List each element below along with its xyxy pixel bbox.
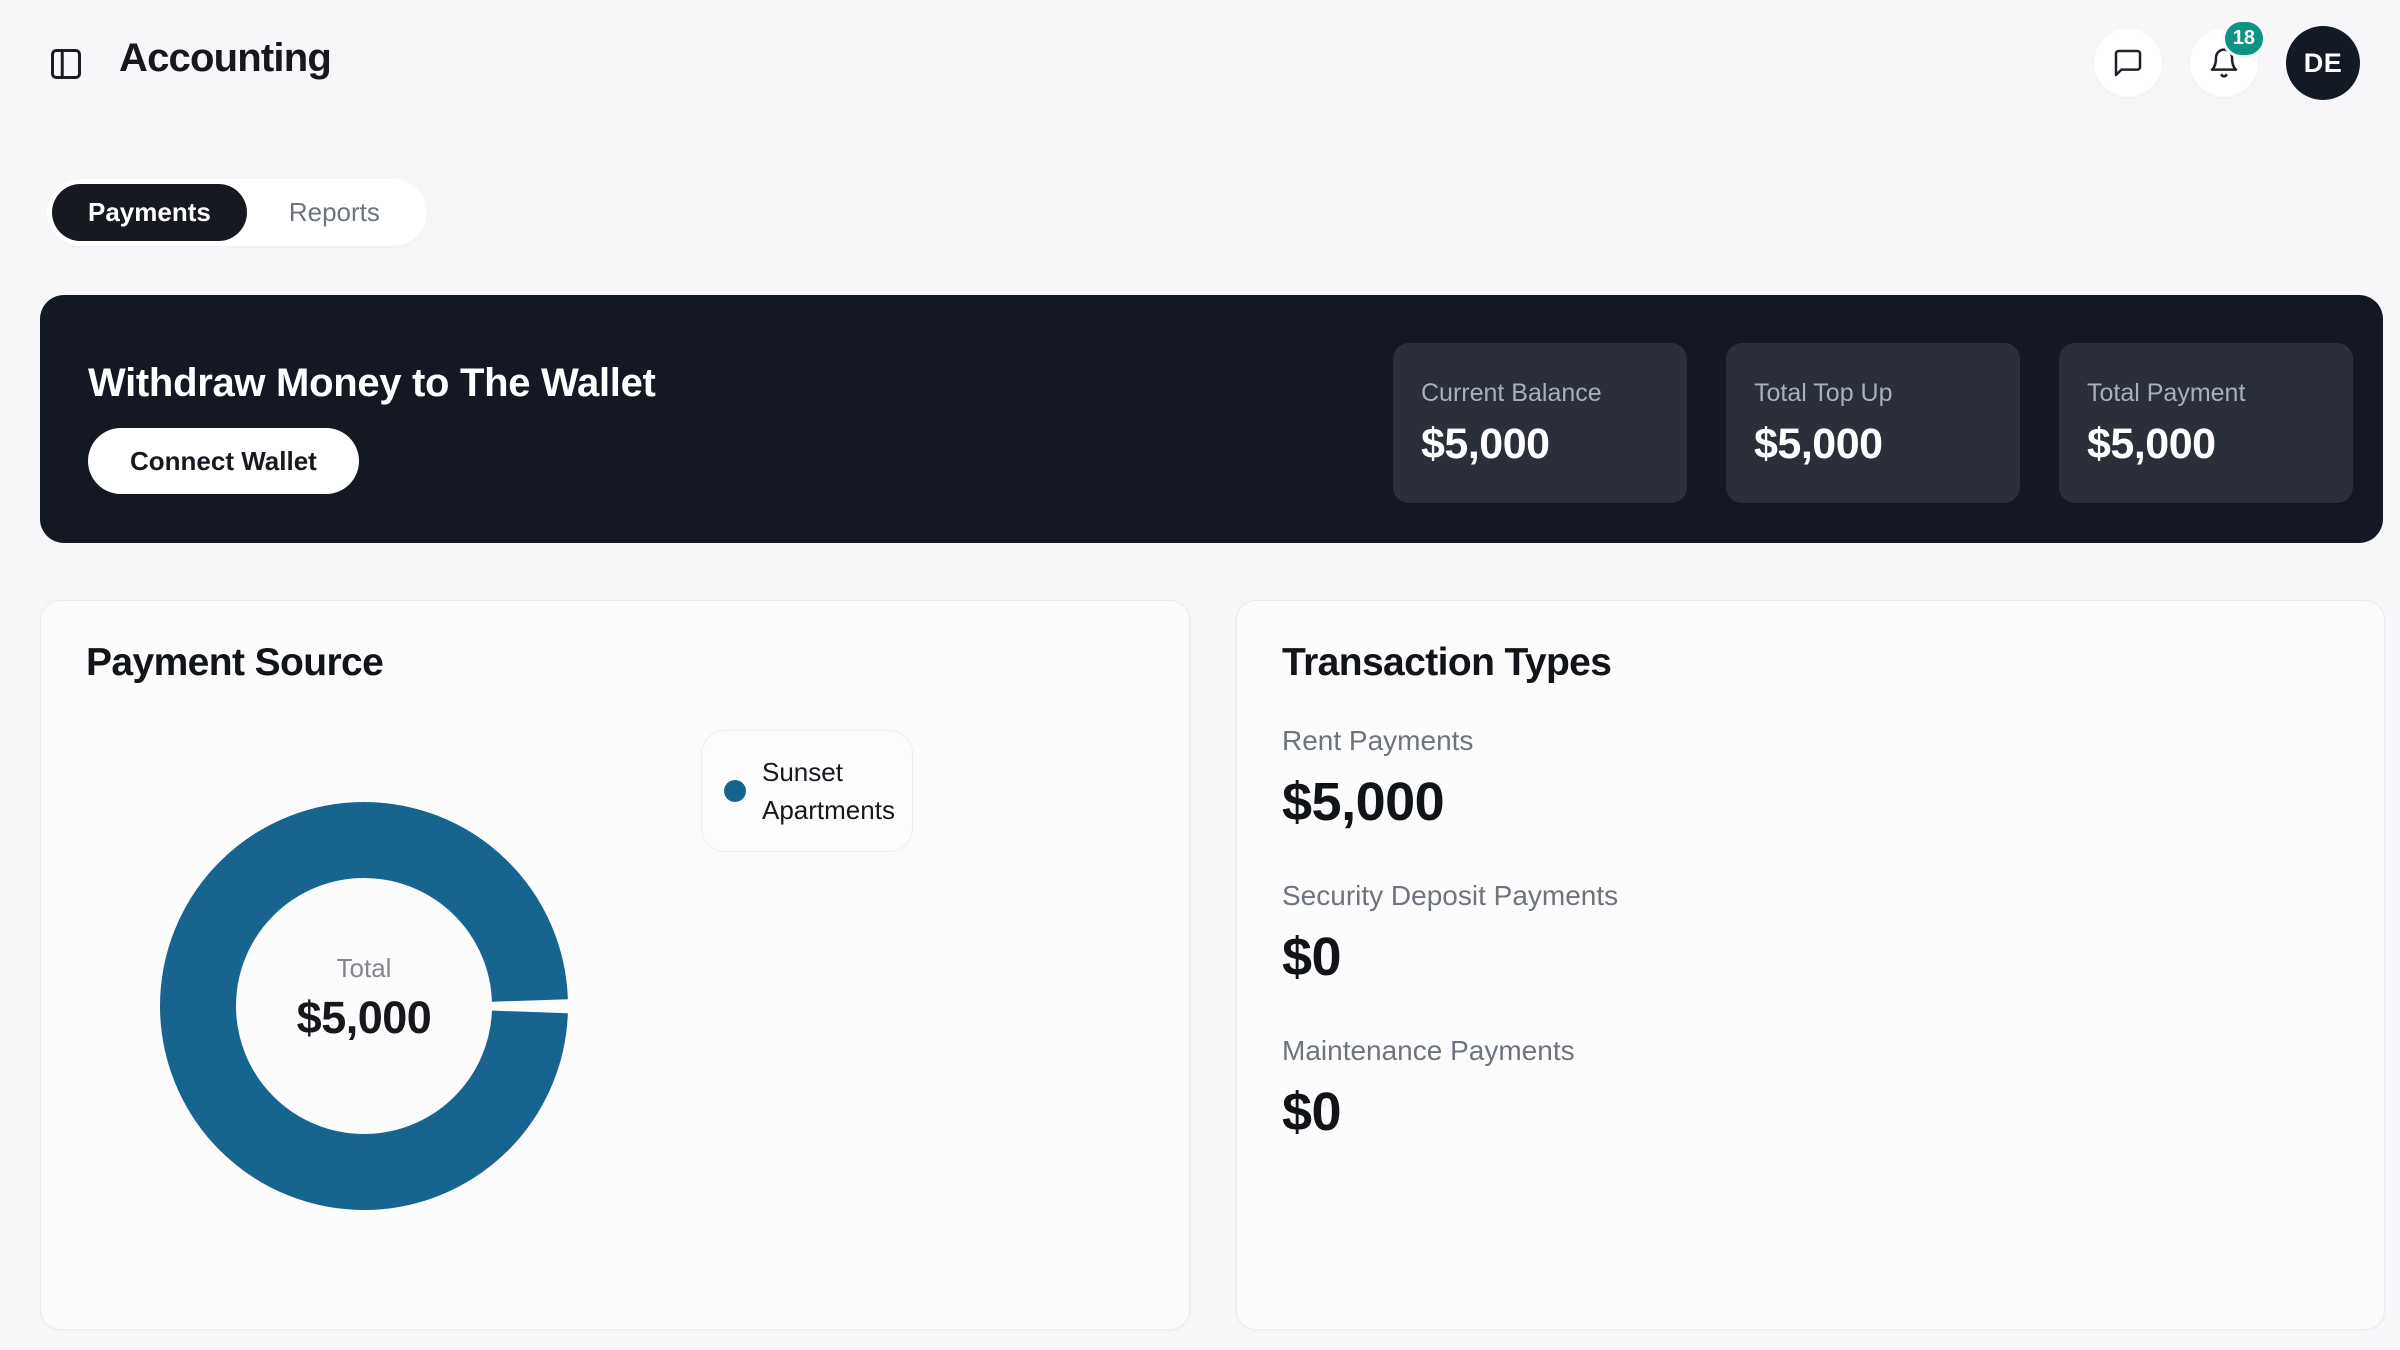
transaction-row-maintenance: Maintenance Payments $0 xyxy=(1282,1035,1575,1143)
panel-left-icon xyxy=(48,46,84,82)
tab-payments[interactable]: Payments xyxy=(52,184,247,241)
transaction-label: Security Deposit Payments xyxy=(1282,880,1619,911)
connect-wallet-button[interactable]: Connect Wallet xyxy=(88,428,359,494)
stat-value: $5,000 xyxy=(2087,420,2216,468)
page-title: Accounting xyxy=(119,36,332,80)
sidebar-toggle-button[interactable] xyxy=(48,46,84,82)
payment-source-donut-chart xyxy=(159,801,569,1211)
transaction-types-card: Transaction Types Rent Payments $5,000 S… xyxy=(1236,600,2385,1330)
stat-label: Total Top Up xyxy=(1754,379,1893,407)
wallet-banner: Withdraw Money to The Wallet Connect Wal… xyxy=(40,295,2383,543)
transaction-label: Rent Payments xyxy=(1282,725,1474,756)
stat-card-total-payment: Total Payment $5,000 xyxy=(2059,343,2353,503)
transaction-value: $0 xyxy=(1282,927,1342,987)
chat-bubble-icon xyxy=(2112,47,2144,79)
transaction-row-rent: Rent Payments $5,000 xyxy=(1282,725,1473,833)
donut-segment-sunset-apartments xyxy=(160,802,568,1210)
messages-button[interactable] xyxy=(2094,29,2162,97)
notification-count-badge: 18 xyxy=(2221,19,2266,58)
header-actions: 18 DE xyxy=(2094,19,2360,100)
stat-label: Total Payment xyxy=(2087,379,2246,407)
payment-source-title: Payment Source xyxy=(86,641,384,684)
transaction-types-title: Transaction Types xyxy=(1282,641,1612,684)
transaction-row-security-deposit: Security Deposit Payments $0 xyxy=(1282,880,1618,988)
notifications: 18 xyxy=(2190,19,2266,97)
chart-legend: Sunset Apartments xyxy=(701,730,913,852)
transaction-value: $5,000 xyxy=(1282,772,1445,832)
transaction-label: Maintenance Payments xyxy=(1282,1035,1575,1066)
stat-card-current-balance: Current Balance $5,000 xyxy=(1393,343,1687,503)
banner-title: Withdraw Money to The Wallet xyxy=(88,361,656,405)
tab-reports[interactable]: Reports xyxy=(247,197,422,228)
stat-label: Current Balance xyxy=(1421,379,1602,407)
avatar[interactable]: DE xyxy=(2286,26,2360,100)
stat-value: $5,000 xyxy=(1754,420,1883,468)
banner-stats: Current Balance $5,000 Total Top Up $5,0… xyxy=(1393,343,2353,503)
bell-icon xyxy=(2208,47,2240,79)
payment-source-card: Payment Source Total $5,000 Sunset Apart… xyxy=(40,600,1190,1330)
transaction-value: $0 xyxy=(1282,1082,1342,1142)
header: Accounting 18 xyxy=(0,0,2400,126)
legend-dot-icon xyxy=(724,780,746,802)
stat-value: $5,000 xyxy=(1421,420,1550,468)
tab-bar: Payments Reports xyxy=(47,179,427,246)
stat-card-total-top-up: Total Top Up $5,000 xyxy=(1726,343,2020,503)
legend-label: Sunset Apartments xyxy=(762,757,895,825)
